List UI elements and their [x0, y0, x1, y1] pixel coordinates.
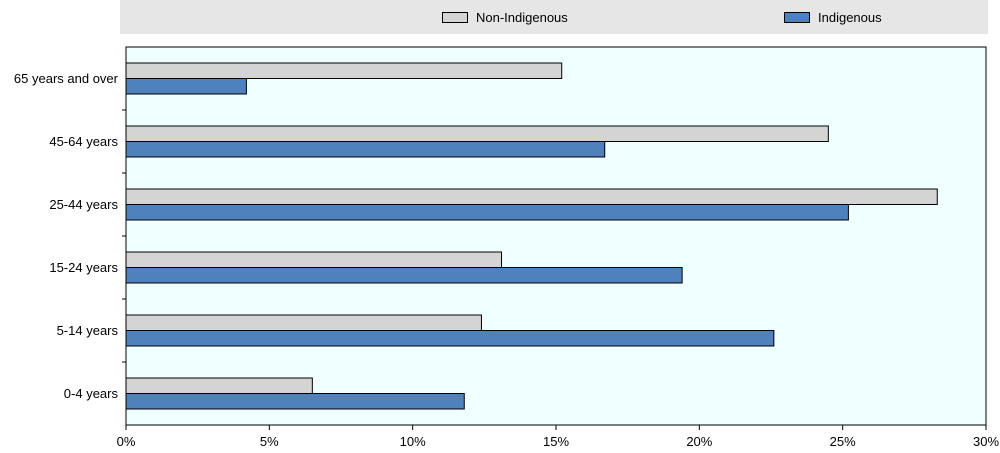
category-label: 45-64 years: [49, 134, 118, 149]
bar-indigenous: [125, 204, 849, 221]
legend: Non-Indigenous Indigenous: [120, 0, 988, 34]
legend-item-indigenous: Indigenous: [784, 9, 882, 25]
category-label: 0-4 years: [64, 386, 119, 401]
category-label: 15-24 years: [49, 260, 118, 275]
bar-non-indigenous: [125, 314, 482, 331]
legend-label-indigenous: Indigenous: [818, 9, 882, 25]
plot-background: [125, 46, 987, 426]
bar-non-indigenous: [125, 377, 313, 394]
bar-indigenous: [125, 141, 606, 158]
x-tick-label: 25%: [830, 434, 856, 449]
legend-label-non-indigenous: Non-Indigenous: [476, 9, 568, 25]
x-tick-label: 10%: [400, 434, 426, 449]
bar-indigenous: [125, 78, 247, 95]
bar-indigenous: [125, 267, 683, 284]
category-label: 5-14 years: [57, 323, 119, 338]
bar-non-indigenous: [125, 62, 563, 79]
bar-non-indigenous: [125, 188, 938, 205]
x-tick-label: 20%: [686, 434, 712, 449]
x-tick-label: 30%: [973, 434, 999, 449]
bar-non-indigenous: [125, 251, 503, 268]
category-label: 65 years and over: [14, 71, 119, 86]
legend-swatch-indigenous: [784, 11, 810, 23]
legend-swatch-non-indigenous: [442, 11, 468, 23]
bar-indigenous: [125, 330, 775, 347]
x-tick-label: 5%: [260, 434, 279, 449]
x-tick-label: 0%: [117, 434, 136, 449]
category-label: 25-44 years: [49, 197, 118, 212]
x-tick-label: 15%: [543, 434, 569, 449]
bar-indigenous: [125, 393, 465, 410]
legend-item-non-indigenous: Non-Indigenous: [442, 9, 568, 25]
bar-non-indigenous: [125, 125, 829, 142]
